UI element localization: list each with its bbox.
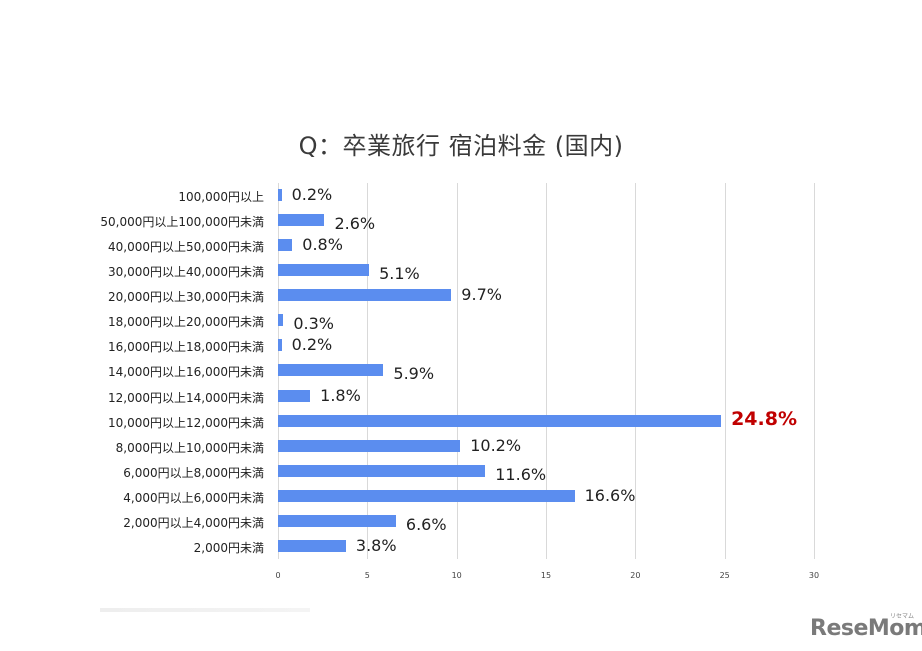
bar-row: 6.6%	[278, 509, 814, 534]
category-label: 8,000円以上10,000円未満	[115, 440, 264, 455]
bar	[278, 339, 282, 352]
data-label: 5.9%	[393, 364, 435, 384]
data-label: 2.6%	[334, 214, 376, 234]
data-label: 6.6%	[405, 514, 447, 534]
category-label: 16,000円以上18,000円未満	[108, 340, 264, 355]
bar	[278, 239, 293, 252]
category-label: 20,000円以上30,000円未満	[108, 290, 264, 305]
bar-row: 2.6%	[278, 208, 814, 233]
category-label: 40,000円以上50,000円未満	[108, 240, 264, 255]
bar-row: 0.8%	[278, 233, 814, 258]
category-label: 50,000円以上100,000円未満	[100, 215, 264, 230]
gridline	[456, 183, 458, 559]
data-label: 16.6%	[584, 485, 636, 505]
gridline	[546, 183, 547, 559]
resemom-logo: ReseMom	[810, 616, 922, 641]
data-label: 0.2%	[291, 335, 333, 355]
data-label: 0.3%	[293, 314, 335, 334]
x-tick-label: 0	[275, 571, 281, 580]
category-label: 100,000円以上	[178, 190, 264, 204]
bar	[278, 364, 384, 377]
x-tick-label: 15	[540, 571, 552, 580]
bar	[278, 414, 722, 427]
category-label: 2,000円未満	[193, 540, 264, 555]
data-label: 0.2%	[291, 185, 333, 204]
bar-row: 11.6%	[278, 459, 814, 484]
category-label: 2,000円以上4,000円未満	[123, 515, 264, 530]
bar-row: 0.2%	[278, 333, 814, 358]
gridline	[724, 183, 726, 559]
bar	[278, 389, 311, 402]
bar	[278, 189, 282, 201]
bar-row: 5.1%	[278, 258, 814, 283]
bar-row: 0.3%	[278, 308, 814, 333]
gridline	[635, 183, 637, 559]
bar	[278, 214, 325, 227]
bar	[278, 514, 396, 527]
gridline	[814, 183, 815, 559]
x-tick-label: 10	[451, 571, 462, 580]
category-label: 10,000円以上12,000円未満	[108, 415, 264, 430]
data-label: 5.1%	[379, 264, 420, 284]
bar	[278, 464, 486, 477]
logo-ruby: リセマム	[890, 613, 915, 620]
chart-title: Q：卒業旅行 宿泊料金 (国内)	[298, 132, 624, 160]
bar	[278, 439, 461, 452]
category-label: 4,000円以上6,000円未満	[123, 490, 264, 505]
bar	[278, 264, 370, 277]
bar	[278, 489, 575, 502]
x-tick-label: 5	[364, 571, 370, 580]
bar-row: 24.8%	[278, 407, 814, 434]
bar-row: 16.6%	[278, 484, 814, 509]
category-label: 30,000円以上40,000円未満	[108, 265, 264, 280]
bar-row: 0.2%	[278, 183, 814, 208]
category-label: 14,000円以上16,000円未満	[108, 365, 264, 380]
data-label: 3.8%	[355, 535, 397, 555]
bar-row: 3.8%	[278, 534, 814, 559]
category-label: 18,000円以上20,000円未満	[108, 315, 264, 330]
data-label: 1.8%	[320, 385, 361, 405]
plot-area: 0.2% 2.6% 0.8% 5.1% 9.7% 0.3% 0.2% 5.9% 1.8% 24.8…	[278, 183, 815, 559]
category-label: 12,000円以上14,000円未満	[108, 390, 264, 405]
data-label: 10.2%	[470, 435, 522, 455]
highlight-data-label: 24.8%	[731, 407, 797, 430]
x-tick-label: 30	[808, 571, 820, 580]
bar-row: 10.2%	[278, 434, 814, 459]
data-label: 9.7%	[461, 285, 502, 305]
bar-row: 5.9%	[278, 358, 814, 383]
bar	[278, 314, 284, 327]
category-label: 6,000円以上8,000円未満	[123, 465, 264, 480]
bar-row: 1.8%	[278, 384, 814, 409]
x-tick-label: 25	[719, 571, 730, 580]
data-label: 0.8%	[302, 235, 343, 255]
bar-row: 9.7%	[278, 283, 814, 308]
bar	[278, 539, 346, 552]
bar	[278, 289, 452, 302]
data-label: 11.6%	[495, 464, 547, 484]
source-note	[100, 608, 310, 612]
x-tick-label: 20	[630, 571, 641, 580]
